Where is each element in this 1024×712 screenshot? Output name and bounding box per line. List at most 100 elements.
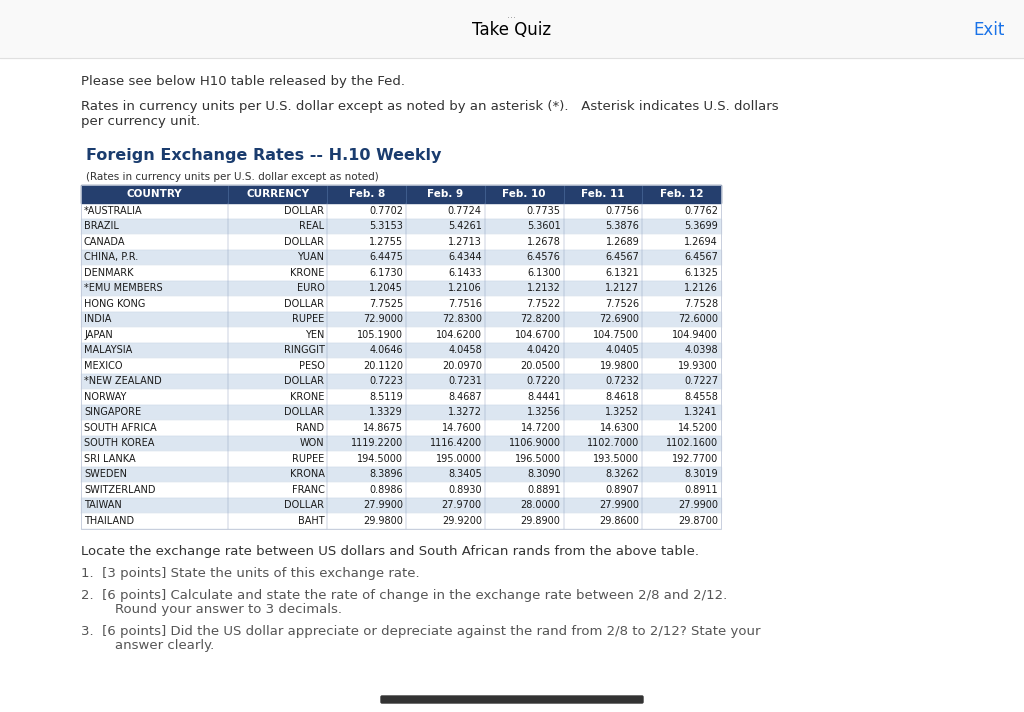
Text: 6.4567: 6.4567 bbox=[605, 252, 639, 262]
Text: RAND: RAND bbox=[296, 423, 325, 433]
Text: CHINA, P.R.: CHINA, P.R. bbox=[84, 252, 138, 262]
Text: 6.4576: 6.4576 bbox=[526, 252, 560, 262]
Text: 6.4344: 6.4344 bbox=[449, 252, 482, 262]
Text: 14.5200: 14.5200 bbox=[678, 423, 718, 433]
Text: 20.1120: 20.1120 bbox=[364, 361, 403, 371]
Text: 0.7220: 0.7220 bbox=[526, 376, 560, 386]
Bar bbox=[81, 327, 721, 342]
Text: 14.8675: 14.8675 bbox=[364, 423, 403, 433]
Text: Feb. 12: Feb. 12 bbox=[659, 189, 703, 199]
Text: 7.7528: 7.7528 bbox=[684, 299, 718, 309]
Text: 1.2713: 1.2713 bbox=[447, 237, 482, 247]
Text: 1.2045: 1.2045 bbox=[370, 283, 403, 293]
Text: 6.4475: 6.4475 bbox=[370, 252, 403, 262]
Text: BRAZIL: BRAZIL bbox=[84, 221, 119, 231]
Text: KRONE: KRONE bbox=[290, 268, 325, 278]
Text: 72.6900: 72.6900 bbox=[599, 314, 639, 324]
Text: 1.2755: 1.2755 bbox=[369, 237, 403, 247]
Text: 8.3405: 8.3405 bbox=[449, 469, 482, 479]
Text: THAILAND: THAILAND bbox=[84, 515, 134, 525]
Text: 104.9400: 104.9400 bbox=[672, 330, 718, 340]
Text: 27.9900: 27.9900 bbox=[678, 501, 718, 511]
Text: 0.8891: 0.8891 bbox=[527, 485, 560, 495]
Bar bbox=[81, 203, 721, 219]
Bar bbox=[81, 249, 721, 265]
Text: 196.5000: 196.5000 bbox=[515, 454, 560, 464]
Text: 1.2694: 1.2694 bbox=[684, 237, 718, 247]
Text: 1.2132: 1.2132 bbox=[526, 283, 560, 293]
Text: 1106.9000: 1106.9000 bbox=[509, 439, 560, 449]
Bar bbox=[81, 234, 721, 249]
Text: 6.1300: 6.1300 bbox=[527, 268, 560, 278]
Bar bbox=[81, 281, 721, 296]
Text: 72.9000: 72.9000 bbox=[364, 314, 403, 324]
Text: 1.2106: 1.2106 bbox=[449, 283, 482, 293]
Text: 72.8300: 72.8300 bbox=[441, 314, 482, 324]
Text: MEXICO: MEXICO bbox=[84, 361, 123, 371]
Text: 8.3896: 8.3896 bbox=[370, 469, 403, 479]
Text: Feb. 10: Feb. 10 bbox=[503, 189, 546, 199]
Text: YUAN: YUAN bbox=[297, 252, 325, 262]
Text: 27.9700: 27.9700 bbox=[441, 501, 482, 511]
Text: Rates in currency units per U.S. dollar except as noted by an asterisk (*).   As: Rates in currency units per U.S. dollar … bbox=[81, 100, 778, 128]
Text: 1.2689: 1.2689 bbox=[605, 237, 639, 247]
Text: 4.0646: 4.0646 bbox=[370, 345, 403, 355]
Bar bbox=[81, 342, 721, 358]
Text: 19.9800: 19.9800 bbox=[599, 361, 639, 371]
Text: YEN: YEN bbox=[305, 330, 325, 340]
Text: *NEW ZEALAND: *NEW ZEALAND bbox=[84, 376, 162, 386]
Text: 28.0000: 28.0000 bbox=[520, 501, 560, 511]
Bar bbox=[81, 312, 721, 327]
Text: 29.9800: 29.9800 bbox=[364, 515, 403, 525]
Bar bbox=[81, 219, 721, 234]
Text: 104.6200: 104.6200 bbox=[436, 330, 482, 340]
Text: 0.8911: 0.8911 bbox=[684, 485, 718, 495]
Text: Take Quiz: Take Quiz bbox=[472, 21, 552, 39]
Text: Foreign Exchange Rates -- H.10 Weekly: Foreign Exchange Rates -- H.10 Weekly bbox=[86, 148, 441, 163]
Text: Feb. 9: Feb. 9 bbox=[427, 189, 464, 199]
Bar bbox=[81, 498, 721, 513]
Text: 104.6700: 104.6700 bbox=[515, 330, 560, 340]
Text: ...: ... bbox=[508, 10, 516, 20]
Text: 6.1325: 6.1325 bbox=[684, 268, 718, 278]
Text: 195.0000: 195.0000 bbox=[436, 454, 482, 464]
Text: 5.3876: 5.3876 bbox=[605, 221, 639, 231]
Text: DOLLAR: DOLLAR bbox=[285, 299, 325, 309]
Text: 14.7200: 14.7200 bbox=[520, 423, 560, 433]
Text: Exit: Exit bbox=[974, 21, 1005, 39]
Text: INDIA: INDIA bbox=[84, 314, 112, 324]
FancyBboxPatch shape bbox=[381, 696, 643, 703]
Bar bbox=[81, 420, 721, 436]
Text: DOLLAR: DOLLAR bbox=[285, 237, 325, 247]
Bar bbox=[81, 466, 721, 482]
Text: DOLLAR: DOLLAR bbox=[285, 501, 325, 511]
Text: 0.7762: 0.7762 bbox=[684, 206, 718, 216]
Text: Feb. 11: Feb. 11 bbox=[582, 189, 625, 199]
Text: DOLLAR: DOLLAR bbox=[285, 206, 325, 216]
Text: RINGGIT: RINGGIT bbox=[284, 345, 325, 355]
Text: 4.0420: 4.0420 bbox=[526, 345, 560, 355]
Text: (Rates in currency units per U.S. dollar except as noted): (Rates in currency units per U.S. dollar… bbox=[86, 172, 379, 182]
Text: 8.4687: 8.4687 bbox=[449, 392, 482, 402]
Text: FRANC: FRANC bbox=[292, 485, 325, 495]
Text: 27.9900: 27.9900 bbox=[364, 501, 403, 511]
Text: 7.7522: 7.7522 bbox=[526, 299, 560, 309]
Text: MALAYSIA: MALAYSIA bbox=[84, 345, 132, 355]
Text: EURO: EURO bbox=[297, 283, 325, 293]
Text: 0.8907: 0.8907 bbox=[605, 485, 639, 495]
Text: 5.3153: 5.3153 bbox=[370, 221, 403, 231]
Text: 0.7702: 0.7702 bbox=[369, 206, 403, 216]
Text: 4.0405: 4.0405 bbox=[605, 345, 639, 355]
Text: REAL: REAL bbox=[299, 221, 325, 231]
Text: HONG KONG: HONG KONG bbox=[84, 299, 145, 309]
Text: DOLLAR: DOLLAR bbox=[285, 407, 325, 417]
Text: TAIWAN: TAIWAN bbox=[84, 501, 122, 511]
Text: 27.9900: 27.9900 bbox=[599, 501, 639, 511]
Text: 29.8600: 29.8600 bbox=[599, 515, 639, 525]
Text: 8.4441: 8.4441 bbox=[527, 392, 560, 402]
Text: SOUTH KOREA: SOUTH KOREA bbox=[84, 439, 155, 449]
Text: 0.8930: 0.8930 bbox=[449, 485, 482, 495]
Text: 20.0970: 20.0970 bbox=[441, 361, 482, 371]
Text: 6.4567: 6.4567 bbox=[684, 252, 718, 262]
Text: 1.2126: 1.2126 bbox=[684, 283, 718, 293]
